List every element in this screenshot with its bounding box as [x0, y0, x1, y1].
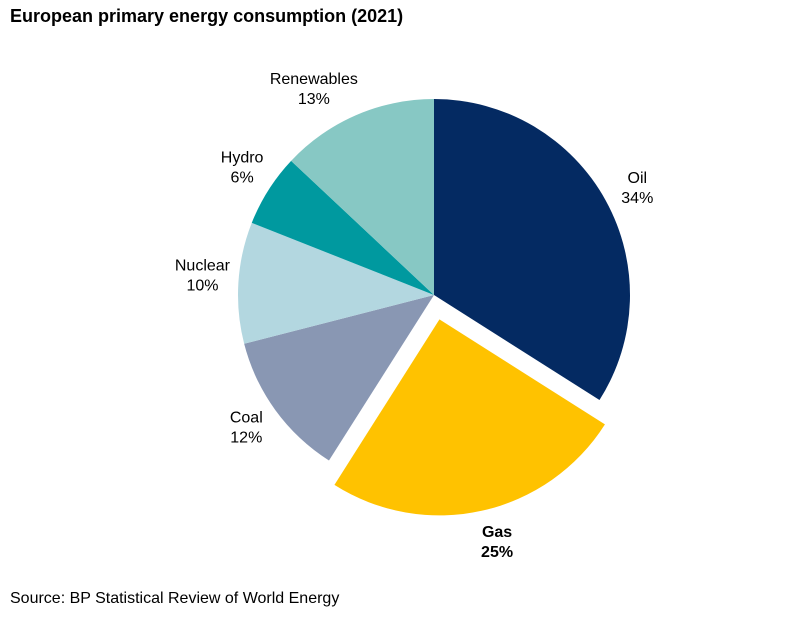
slice-label-oil: Oil 34% — [621, 170, 653, 207]
slice-label-renewables: Renewables 13% — [270, 71, 358, 108]
slice-label-hydro: Hydro 6% — [221, 150, 264, 187]
pie-slice-oil — [434, 99, 630, 401]
pie-slice-gas — [334, 319, 605, 516]
pie-slice-coal — [244, 295, 434, 461]
slice-label-gas: Gas 25% — [481, 524, 513, 561]
slice-label-coal: Coal 12% — [230, 409, 263, 446]
pie-slice-hydro — [251, 160, 434, 295]
chart-title: European primary energy consumption (202… — [10, 6, 404, 26]
slice-label-nuclear: Nuclear 10% — [175, 257, 231, 294]
pie-slice-renewables — [291, 99, 434, 295]
pie-slice-nuclear — [237, 222, 434, 344]
source-note: Source: BP Statistical Review of World E… — [10, 590, 340, 607]
